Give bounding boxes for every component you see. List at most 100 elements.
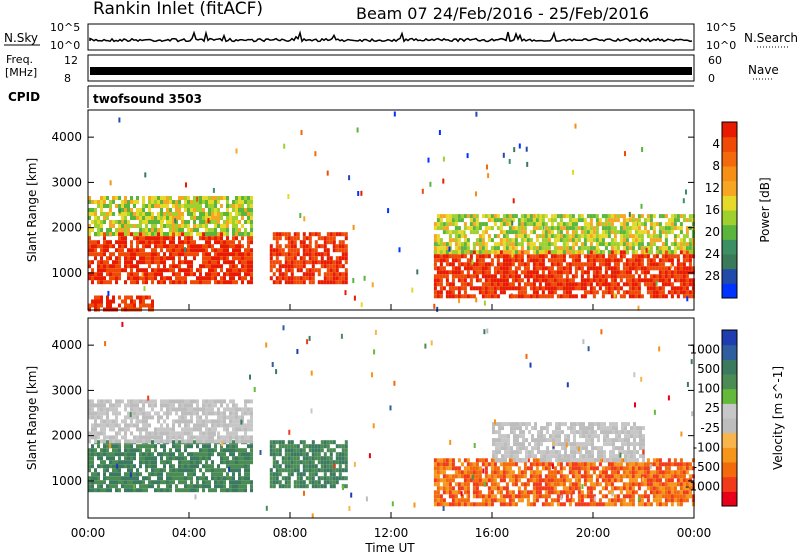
- echo-cell: [154, 196, 157, 200]
- echo-cell: [166, 256, 169, 260]
- echo-cell: [247, 439, 250, 443]
- echo-cell: [482, 262, 485, 266]
- echo-cell: [297, 472, 300, 476]
- echo-cell: [683, 294, 686, 298]
- echo-cell: [229, 407, 232, 411]
- echo-cell: [118, 228, 121, 232]
- echo-cell: [211, 411, 214, 415]
- echo-cell: [321, 484, 324, 488]
- echo-cell: [632, 278, 635, 282]
- echo-cell: [115, 268, 118, 272]
- echo-cell: [536, 466, 539, 470]
- echo-cell: [184, 236, 187, 240]
- echo-cell: [626, 226, 629, 230]
- echo-cell: [665, 274, 668, 278]
- echo-cell: [151, 240, 154, 244]
- echo-cell: [124, 407, 127, 411]
- echo-cell: [154, 276, 157, 280]
- echo-cell: [659, 266, 662, 270]
- echo-cell: [518, 474, 521, 478]
- echo-cell: [518, 290, 521, 294]
- echo-cell: [476, 286, 479, 290]
- sparse-echo: [656, 281, 658, 286]
- echo-cell: [605, 502, 608, 506]
- echo-cell: [112, 244, 115, 248]
- echo-cell: [602, 290, 605, 294]
- echo-cell: [497, 490, 500, 494]
- echo-cell: [521, 230, 524, 234]
- colorbar-swatch: [722, 122, 737, 137]
- echo-cell: [106, 304, 109, 308]
- echo-cell: [100, 224, 103, 228]
- echo-cell: [449, 222, 452, 226]
- echo-cell: [506, 254, 509, 258]
- echo-cell: [226, 444, 229, 448]
- echo-cell: [130, 403, 133, 407]
- echo-cell: [154, 464, 157, 468]
- echo-cell: [208, 484, 211, 488]
- sparse-echo: [422, 189, 424, 194]
- sparse-echo: [641, 147, 643, 152]
- echo-cell: [235, 407, 238, 411]
- echo-cell: [446, 290, 449, 294]
- echo-cell: [599, 270, 602, 274]
- echo-cell: [473, 286, 476, 290]
- echo-cell: [611, 482, 614, 486]
- echo-cell: [273, 248, 276, 252]
- echo-cell: [109, 272, 112, 276]
- echo-cell: [91, 488, 94, 492]
- echo-cell: [629, 258, 632, 262]
- echo-cell: [509, 226, 512, 230]
- echo-cell: [250, 427, 253, 431]
- echo-cell: [312, 232, 315, 236]
- echo-cell: [282, 468, 285, 472]
- echo-cell: [590, 474, 593, 478]
- echo-cell: [315, 464, 318, 468]
- echo-cell: [172, 228, 175, 232]
- echo-cell: [605, 270, 608, 274]
- echo-cell: [157, 252, 160, 256]
- echo-cell: [647, 290, 650, 294]
- echo-cell: [223, 256, 226, 260]
- echo-cell: [124, 431, 127, 435]
- echo-cell: [184, 272, 187, 276]
- echo-cell: [178, 419, 181, 423]
- echo-cell: [217, 240, 220, 244]
- echo-cell: [497, 254, 500, 258]
- echo-cell: [590, 278, 593, 282]
- echo-cell: [632, 262, 635, 266]
- echo-cell: [476, 258, 479, 262]
- echo-cell: [689, 262, 692, 266]
- echo-cell: [530, 502, 533, 506]
- echo-cell: [172, 440, 175, 444]
- echo-cell: [539, 262, 542, 266]
- echo-cell: [635, 278, 638, 282]
- echo-cell: [674, 242, 677, 246]
- echo-cell: [118, 276, 121, 280]
- echo-cell: [148, 204, 151, 208]
- echo-cell: [437, 294, 440, 298]
- echo-cell: [238, 268, 241, 272]
- echo-cell: [560, 270, 563, 274]
- echo-cell: [199, 204, 202, 208]
- echo-cell: [509, 462, 512, 466]
- echo-cell: [345, 248, 348, 252]
- echo-cell: [461, 214, 464, 218]
- echo-cell: [345, 280, 348, 284]
- echo-cell: [184, 415, 187, 419]
- echo-cell: [193, 200, 196, 204]
- echo-cell: [563, 474, 566, 478]
- sparse-echo: [614, 293, 616, 298]
- echo-cell: [160, 435, 163, 439]
- echo-cell: [437, 274, 440, 278]
- echo-cell: [190, 244, 193, 248]
- echo-cell: [142, 419, 145, 423]
- echo-cell: [434, 254, 437, 258]
- echo-cell: [235, 236, 238, 240]
- echo-cell: [659, 466, 662, 470]
- echo-cell: [614, 474, 617, 478]
- echo-cell: [330, 256, 333, 260]
- echo-cell: [178, 440, 181, 444]
- echo-cell: [596, 482, 599, 486]
- power-colorbar-label: Power [dB]: [758, 177, 772, 242]
